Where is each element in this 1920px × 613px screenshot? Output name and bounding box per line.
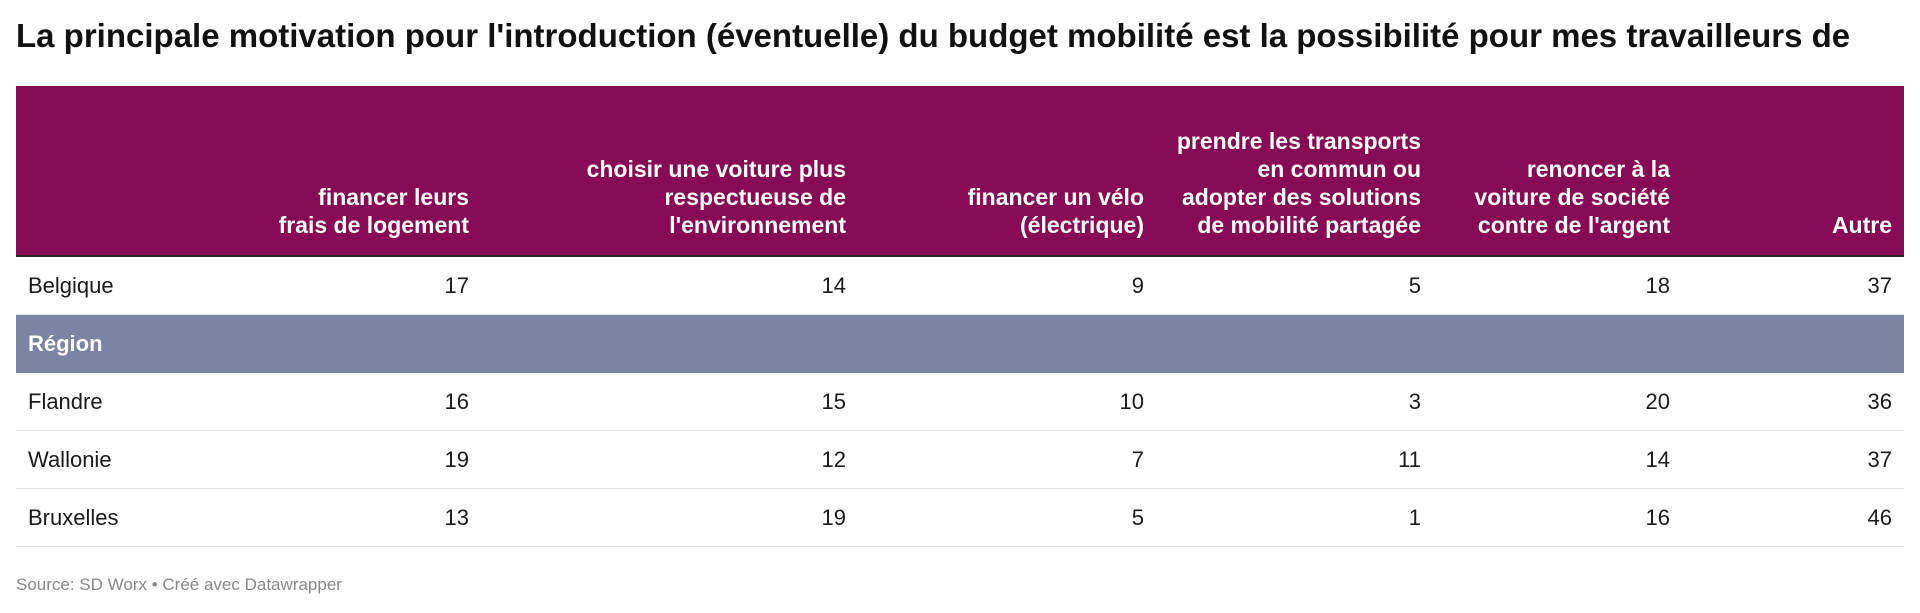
table-cell: 10 bbox=[858, 372, 1156, 431]
table-cell: 16 bbox=[1433, 488, 1682, 547]
table-cell: 11 bbox=[1156, 430, 1433, 489]
group-row-region: Région bbox=[16, 314, 1904, 373]
table-cell: 14 bbox=[481, 256, 858, 315]
table-cell: 16 bbox=[262, 372, 481, 431]
table-cell: 14 bbox=[1433, 430, 1682, 489]
table-cell: 19 bbox=[481, 488, 858, 547]
table-cell: 9 bbox=[858, 256, 1156, 315]
chart-title: La principale motivation pour l'introduc… bbox=[16, 17, 1851, 54]
table-cell: 7 bbox=[858, 430, 1156, 489]
row-label: Wallonie bbox=[16, 430, 262, 489]
table-cell: 46 bbox=[1682, 488, 1904, 547]
row-label: Belgique bbox=[16, 256, 262, 315]
table-cell: 20 bbox=[1433, 372, 1682, 431]
table-row: Wallonie 19 12 7 11 14 37 bbox=[16, 430, 1904, 489]
table-cell: 19 bbox=[262, 430, 481, 489]
table-cell: 17 bbox=[262, 256, 481, 315]
row-label: Flandre bbox=[16, 372, 262, 431]
column-header: prendre les transports en commun ou adop… bbox=[1156, 86, 1433, 257]
column-header: financer leurs frais de logement bbox=[262, 86, 481, 257]
column-header: renoncer à la voiture de société contre … bbox=[1433, 86, 1682, 257]
header-row: financer leurs frais de logement choisir… bbox=[16, 86, 1904, 257]
table-cell: 1 bbox=[1156, 488, 1433, 547]
table-row: Flandre 16 15 10 3 20 36 bbox=[16, 372, 1904, 431]
data-table: financer leurs frais de logement choisir… bbox=[16, 86, 1904, 547]
table-cell: 37 bbox=[1682, 256, 1904, 315]
table-cell: 12 bbox=[481, 430, 858, 489]
column-header bbox=[16, 86, 262, 257]
row-label: Bruxelles bbox=[16, 488, 262, 547]
column-header: choisir une voiture plus respectueuse de… bbox=[481, 86, 858, 257]
table-cell: 37 bbox=[1682, 430, 1904, 489]
column-header: financer un vélo (électrique) bbox=[858, 86, 1156, 257]
table-cell: 5 bbox=[858, 488, 1156, 547]
table-row: Belgique 17 14 9 5 18 37 bbox=[16, 256, 1904, 315]
column-header: Autre bbox=[1682, 86, 1904, 257]
source-note: Source: SD Worx • Créé avec Datawrapper bbox=[16, 575, 342, 594]
table-cell: 18 bbox=[1433, 256, 1682, 315]
table-cell: 36 bbox=[1682, 372, 1904, 431]
table-cell: 3 bbox=[1156, 372, 1433, 431]
table-cell: 13 bbox=[262, 488, 481, 547]
table-row: Bruxelles 13 19 5 1 16 46 bbox=[16, 488, 1904, 547]
table-cell: 15 bbox=[481, 372, 858, 431]
table-cell: 5 bbox=[1156, 256, 1433, 315]
group-label: Région bbox=[16, 314, 1904, 373]
